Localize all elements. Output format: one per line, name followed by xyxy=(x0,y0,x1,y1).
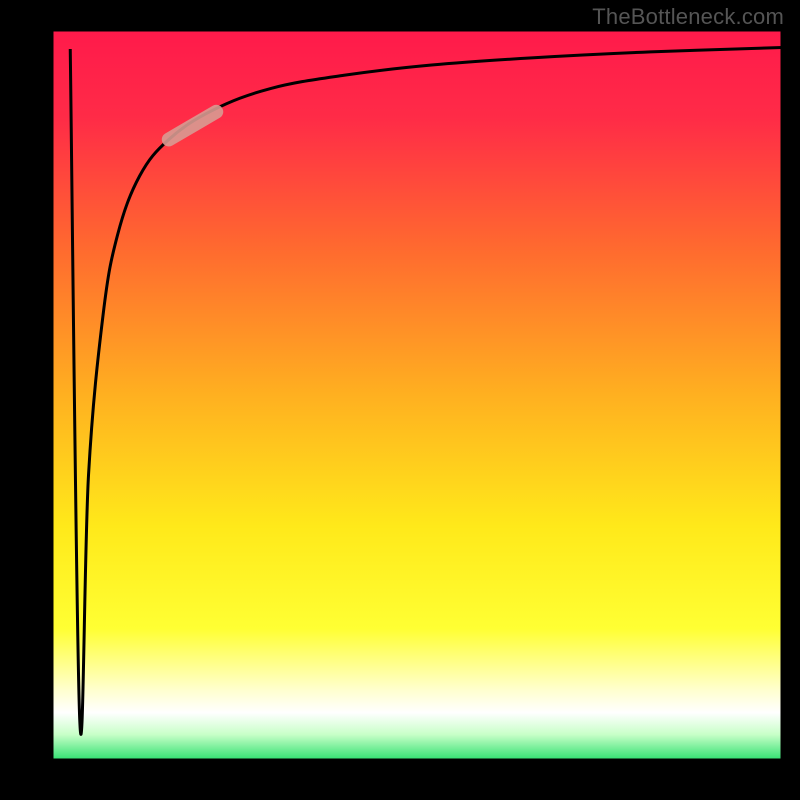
watermark-text: TheBottleneck.com xyxy=(592,4,784,30)
chart-root: TheBottleneck.com xyxy=(0,0,800,800)
chart-canvas xyxy=(0,0,800,800)
plot-gradient xyxy=(52,30,782,760)
